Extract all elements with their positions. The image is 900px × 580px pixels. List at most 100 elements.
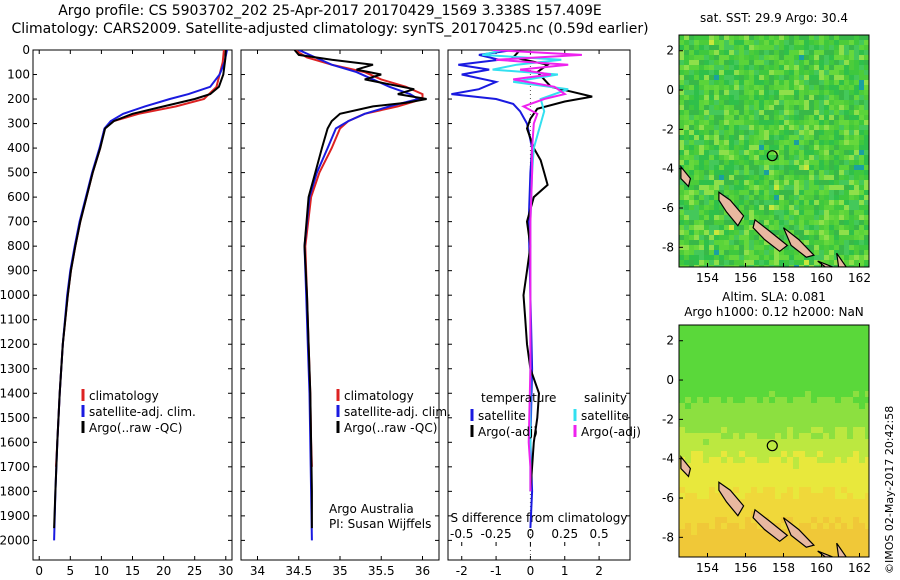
- sst-cell: [834, 145, 839, 150]
- sla-cell: [811, 517, 817, 523]
- sst-cell: [864, 110, 869, 115]
- sst-cell: [749, 70, 754, 75]
- figure-title-line2: Climatology: CARS2009. Satellite-adjuste…: [11, 21, 649, 37]
- sst-cell: [734, 160, 739, 165]
- sst-cell: [679, 95, 684, 100]
- sst-cell: [704, 165, 709, 170]
- sst-cell: [829, 95, 834, 100]
- sla-cell: [697, 463, 703, 469]
- sst-cell: [704, 220, 709, 225]
- sst-cell: [759, 240, 764, 245]
- sst-cell: [794, 40, 799, 45]
- sla-cell: [739, 427, 745, 433]
- sla-cell: [679, 391, 685, 397]
- sst-cell: [804, 235, 809, 240]
- sla-cell: [691, 337, 697, 343]
- sla-cell: [757, 523, 763, 529]
- sst-cell: [854, 45, 859, 50]
- sst-cell: [724, 185, 729, 190]
- sst-cell: [779, 215, 784, 220]
- sla-cell: [799, 445, 805, 451]
- sst-cell: [819, 95, 824, 100]
- sla-cell: [691, 427, 697, 433]
- sla-cell: [835, 325, 841, 331]
- sst-cell: [834, 215, 839, 220]
- sst-cell: [849, 110, 854, 115]
- sst-cell: [684, 215, 689, 220]
- sst-cell: [764, 40, 769, 45]
- sst-cell: [689, 190, 694, 195]
- sst-cell: [759, 130, 764, 135]
- sla-cell: [733, 553, 739, 557]
- sst-cell: [844, 50, 849, 55]
- sla-cell: [757, 349, 763, 355]
- sla-cell: [697, 397, 703, 403]
- sst-cell: [844, 205, 849, 210]
- sla-cell: [835, 445, 841, 451]
- sst-cell: [754, 210, 759, 215]
- sla-cell: [823, 325, 829, 331]
- sst-cell: [859, 180, 864, 185]
- sla-cell: [823, 403, 829, 409]
- sla-cell: [733, 439, 739, 445]
- sla-cell: [751, 331, 757, 337]
- sst-cell: [689, 165, 694, 170]
- sst-cell: [774, 140, 779, 145]
- sla-cell: [811, 373, 817, 379]
- x-tick-label: 15: [125, 564, 140, 578]
- sst-cell: [809, 150, 814, 155]
- sst-cell: [844, 210, 849, 215]
- sla-cell: [763, 349, 769, 355]
- depth-tick-label: 1900: [0, 509, 30, 523]
- sla-cell: [763, 343, 769, 349]
- sla-cell: [679, 343, 685, 349]
- sst-cell: [764, 45, 769, 50]
- sst-cell: [764, 110, 769, 115]
- sla-cell: [793, 457, 799, 463]
- sla-cell: [853, 439, 859, 445]
- sst-cell: [724, 180, 729, 185]
- sst-cell: [779, 190, 784, 195]
- sla-cell: [835, 433, 841, 439]
- sst-cell: [739, 245, 744, 250]
- sla-cell: [847, 355, 853, 361]
- sst-cell: [699, 115, 704, 120]
- sst-cell: [779, 115, 784, 120]
- sla-cell: [721, 499, 727, 505]
- sla-cell: [715, 481, 721, 487]
- sst-cell: [864, 105, 869, 110]
- depth-tick-label: 1500: [0, 411, 30, 425]
- sst-cell: [749, 35, 754, 40]
- sst-cell: [679, 240, 684, 245]
- sst-cell: [769, 80, 774, 85]
- sla-cell: [685, 553, 691, 557]
- sla-cell: [685, 445, 691, 451]
- sla-cell: [757, 433, 763, 439]
- sst-cell: [714, 160, 719, 165]
- sla-cell: [709, 553, 715, 557]
- sst-cell: [699, 135, 704, 140]
- sst-cell: [739, 160, 744, 165]
- sst-cell: [829, 230, 834, 235]
- sla-cell: [811, 397, 817, 403]
- sla-cell: [859, 463, 865, 469]
- sst-cell: [829, 205, 834, 210]
- sst-cell: [774, 45, 779, 50]
- sla-cell: [829, 541, 835, 547]
- sla-cell: [751, 439, 757, 445]
- sla-cell: [817, 427, 823, 433]
- sla-cell: [715, 493, 721, 499]
- sst-cell: [774, 50, 779, 55]
- sst-cell: [714, 50, 719, 55]
- sla-cell: [853, 355, 859, 361]
- sla-cell: [745, 523, 751, 529]
- sst-cell: [854, 95, 859, 100]
- sla-cell: [745, 391, 751, 397]
- sst-cell: [729, 130, 734, 135]
- depth-tick-label: 300: [7, 117, 30, 131]
- sla-cell: [763, 469, 769, 475]
- sla-cell: [709, 337, 715, 343]
- sst-cell: [764, 55, 769, 60]
- sst-cell: [749, 150, 754, 155]
- sst-cell: [794, 155, 799, 160]
